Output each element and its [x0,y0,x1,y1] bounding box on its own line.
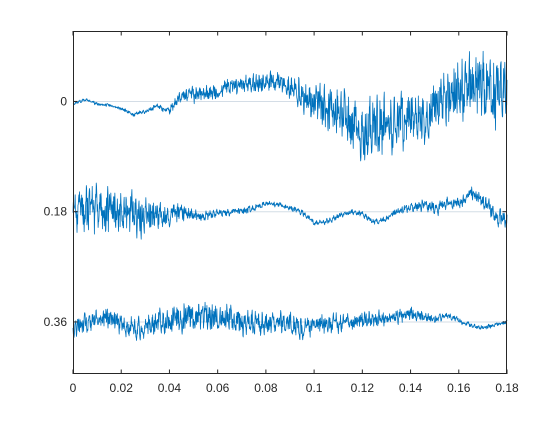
axes [73,31,507,374]
x-tick-label: 0 [70,381,77,395]
x-tick-label: 0.1 [306,381,323,395]
plot-frame [73,31,507,374]
series-lines [72,50,508,341]
y-tick-label: 0.36 [44,315,68,329]
x-tick-label: 0.04 [158,381,182,395]
y-axis-ticks: 0 0.18 0.36 [44,94,507,329]
x-axis-ticks: 0 0.02 0.04 0.06 0.08 0.1 0.12 0.14 0.16 0.18 [70,31,519,395]
x-tick-label: 0.14 [399,381,423,395]
y-tick-label: 0.18 [44,205,68,219]
x-tick-label: 0.08 [254,381,278,395]
x-tick-label: 0.02 [110,381,134,395]
x-tick-label: 0.16 [447,381,471,395]
series-line-1 [72,182,508,240]
x-tick-label: 0.12 [351,381,375,395]
series-line-2 [72,301,508,341]
series-line-0 [72,50,508,162]
y-tick-label: 0 [60,94,67,108]
x-tick-label: 0.18 [495,381,519,395]
x-tick-label: 0.06 [206,381,230,395]
